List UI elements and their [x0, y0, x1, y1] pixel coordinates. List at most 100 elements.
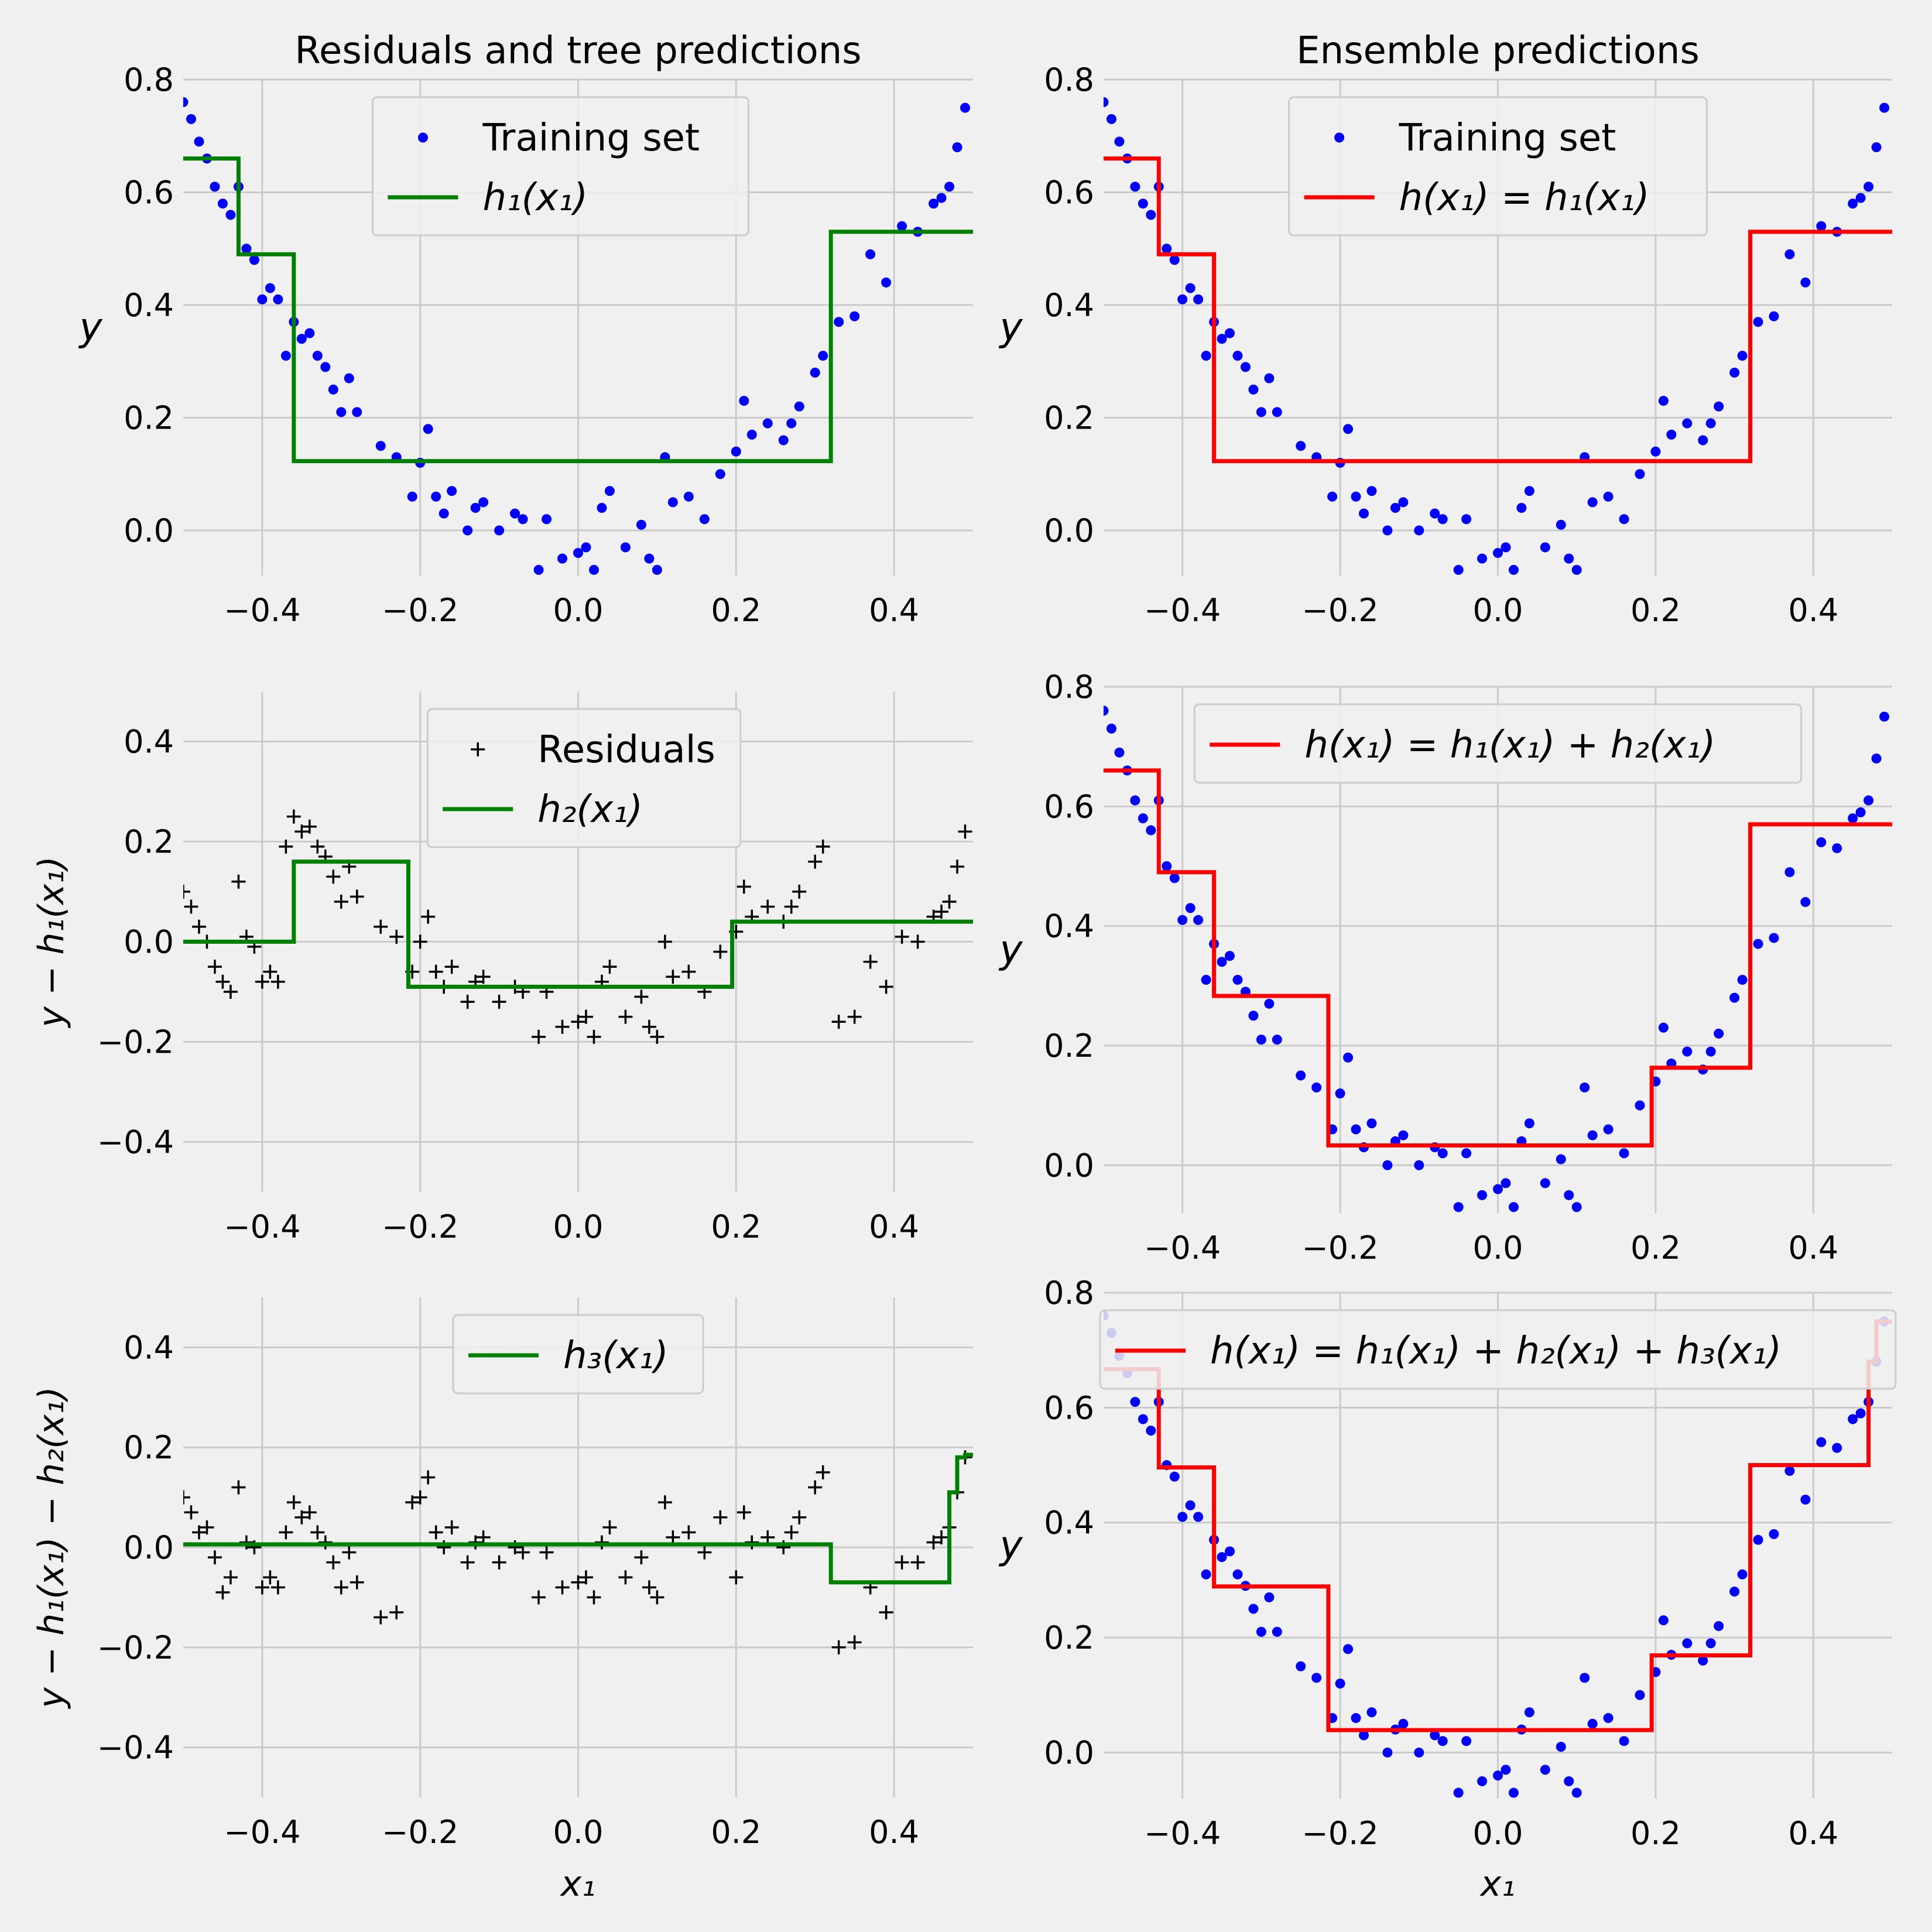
residual-marker	[642, 1019, 656, 1034]
residual-marker	[279, 840, 293, 854]
residual-marker	[650, 1590, 664, 1605]
data-point	[1398, 497, 1409, 508]
residual-marker	[263, 964, 278, 979]
data-point	[834, 317, 844, 327]
data-point	[1682, 1046, 1693, 1057]
data-point	[1508, 1787, 1519, 1798]
y-tick-label: 0.2	[124, 824, 174, 861]
data-point	[1729, 368, 1740, 378]
residual-marker	[294, 1510, 309, 1525]
data-point	[1453, 1202, 1464, 1212]
data-point	[1106, 724, 1116, 734]
legend: h(x₁) = h₁(x₁) + h₂(x₁)	[1193, 703, 1803, 784]
plot-area	[183, 1450, 973, 1654]
data-point	[542, 514, 552, 525]
chart-panel-middle-left: −0.4 −0.2 0.0 0.2 0.4 −0.4 −0.2 0.0 0.2 0.4 y − h₁…	[31, 691, 973, 1245]
legend-box	[426, 708, 742, 848]
data-point	[1201, 975, 1211, 985]
y-tick-label: −0.2	[97, 1629, 174, 1666]
data-point	[944, 181, 955, 192]
data-point	[778, 435, 789, 446]
x-tick-label: 0.4	[1788, 1229, 1838, 1266]
residual-marker	[263, 1570, 278, 1585]
data-point	[1556, 1154, 1566, 1164]
legend: h(x₁) = h₁(x₁) + h₂(x₁) + h₃(x₁)	[1099, 1309, 1897, 1390]
data-point	[1493, 1184, 1503, 1194]
data-point	[1296, 1070, 1306, 1081]
residual-marker	[934, 1530, 949, 1544]
data-point	[1311, 1673, 1322, 1683]
residual-marker	[476, 970, 491, 984]
data-point	[1816, 221, 1827, 231]
data-point	[1769, 1529, 1779, 1539]
y-tick-label: 0.0	[124, 924, 174, 961]
data-point	[1217, 334, 1227, 344]
x-tick-label: 0.2	[711, 1814, 761, 1851]
data-point	[1769, 933, 1779, 943]
data-point	[265, 283, 275, 293]
data-point	[1800, 1494, 1811, 1505]
data-point	[636, 519, 646, 530]
data-point	[1437, 1736, 1448, 1746]
residual-marker	[223, 1570, 238, 1585]
data-point	[1351, 1124, 1361, 1135]
residual-marker	[476, 1530, 491, 1544]
data-point	[952, 142, 962, 152]
residual-marker	[666, 1530, 680, 1544]
data-point	[1848, 198, 1858, 209]
residual-marker	[184, 1505, 198, 1520]
data-point	[494, 525, 505, 536]
y-axis-label: y	[78, 305, 102, 350]
data-point	[865, 249, 876, 259]
data-point	[423, 424, 433, 434]
data-point	[1217, 957, 1227, 967]
residual-marker	[808, 854, 823, 869]
x-tick-label: −0.2	[1302, 1815, 1379, 1852]
data-point	[557, 553, 568, 564]
data-point	[518, 514, 528, 525]
residual-marker	[816, 840, 830, 854]
x-tick-label: −0.4	[224, 592, 300, 629]
data-point	[1256, 407, 1266, 417]
data-point	[1437, 514, 1448, 525]
data-point	[1138, 198, 1148, 209]
y-axis-label: y	[998, 305, 1023, 350]
data-point	[1816, 1437, 1827, 1447]
data-point	[1587, 1130, 1598, 1140]
data-point	[1366, 486, 1377, 496]
data-point	[1477, 553, 1488, 564]
legend-marker	[1334, 132, 1345, 143]
data-point	[241, 244, 252, 254]
residual-marker	[286, 1495, 301, 1510]
data-point	[897, 221, 907, 231]
x-tick-label: −0.4	[224, 1814, 300, 1851]
data-point	[731, 446, 741, 457]
y-tick-label: 0.4	[124, 724, 174, 761]
x-tick-label: −0.4	[1144, 1815, 1221, 1852]
data-point	[1848, 1414, 1858, 1424]
x-tick-label: 0.4	[869, 592, 919, 629]
data-point	[1146, 1426, 1156, 1436]
data-point	[1848, 813, 1858, 824]
x-tick-label: 0.2	[711, 1208, 761, 1245]
residual-marker	[926, 1535, 941, 1550]
data-point	[1658, 396, 1669, 406]
data-point	[1359, 508, 1369, 519]
chart-title: Residuals and tree predictions	[294, 29, 861, 73]
data-point	[1666, 429, 1677, 440]
x-axis-label: x₁	[560, 1864, 596, 1904]
data-point	[1430, 508, 1440, 519]
data-point	[1366, 1118, 1377, 1129]
residual-marker	[657, 1495, 672, 1510]
residual-marker	[405, 1495, 420, 1510]
residual-marker	[310, 1525, 325, 1540]
data-point	[1169, 255, 1180, 265]
residual-marker	[863, 954, 878, 969]
data-point	[1658, 1022, 1669, 1033]
data-point	[1351, 491, 1361, 502]
data-point	[1714, 1621, 1724, 1631]
residual-marker	[587, 1590, 601, 1605]
data-point	[1264, 1592, 1275, 1602]
residual-marker	[761, 1530, 775, 1544]
data-point	[194, 136, 204, 147]
